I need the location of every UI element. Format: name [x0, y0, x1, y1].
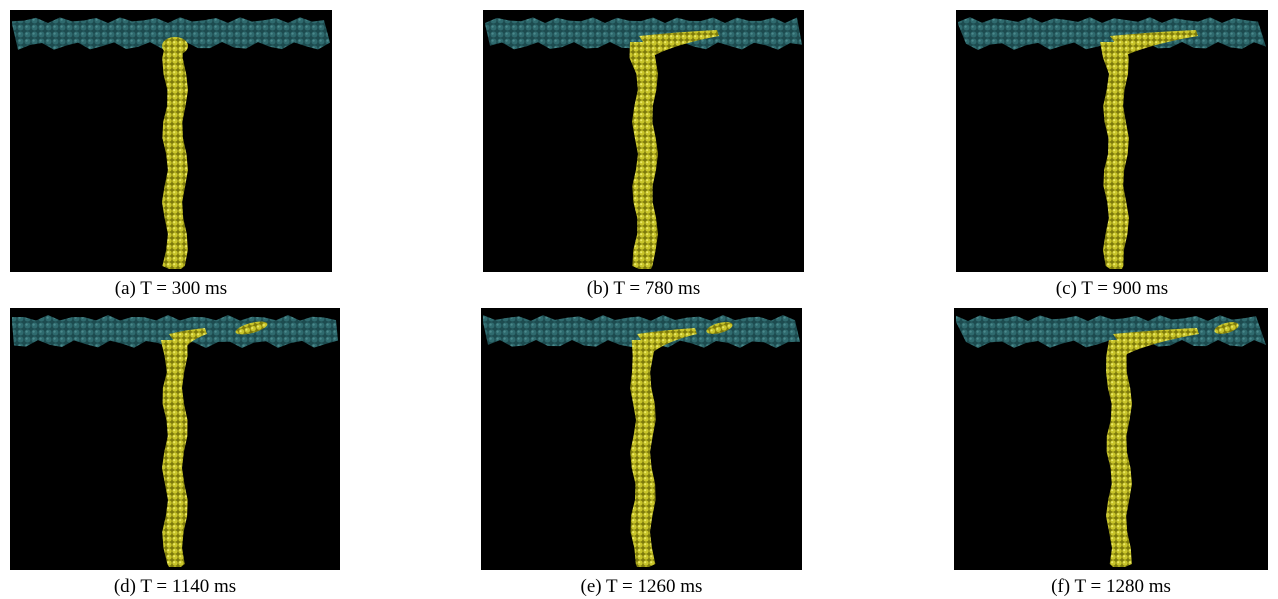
panel — [10, 10, 332, 272]
panel-caption: (e) T = 1260 ms — [581, 576, 703, 597]
panel — [483, 10, 804, 272]
panel — [956, 10, 1268, 272]
panel-caption: (b) T = 780 ms — [587, 278, 700, 299]
panel-caption: (c) T = 900 ms — [1056, 278, 1168, 299]
panel-caption: (d) T = 1140 ms — [114, 576, 236, 597]
panel — [10, 308, 340, 570]
panel — [481, 308, 802, 570]
column-head — [162, 37, 188, 55]
panel-caption: (f) T = 1280 ms — [1051, 576, 1171, 597]
panel-caption: (a) T = 300 ms — [115, 278, 227, 299]
figure: (a) T = 300 ms (b) T = 780 ms (c) T = 900 … — [0, 0, 1278, 599]
panel — [954, 308, 1268, 570]
